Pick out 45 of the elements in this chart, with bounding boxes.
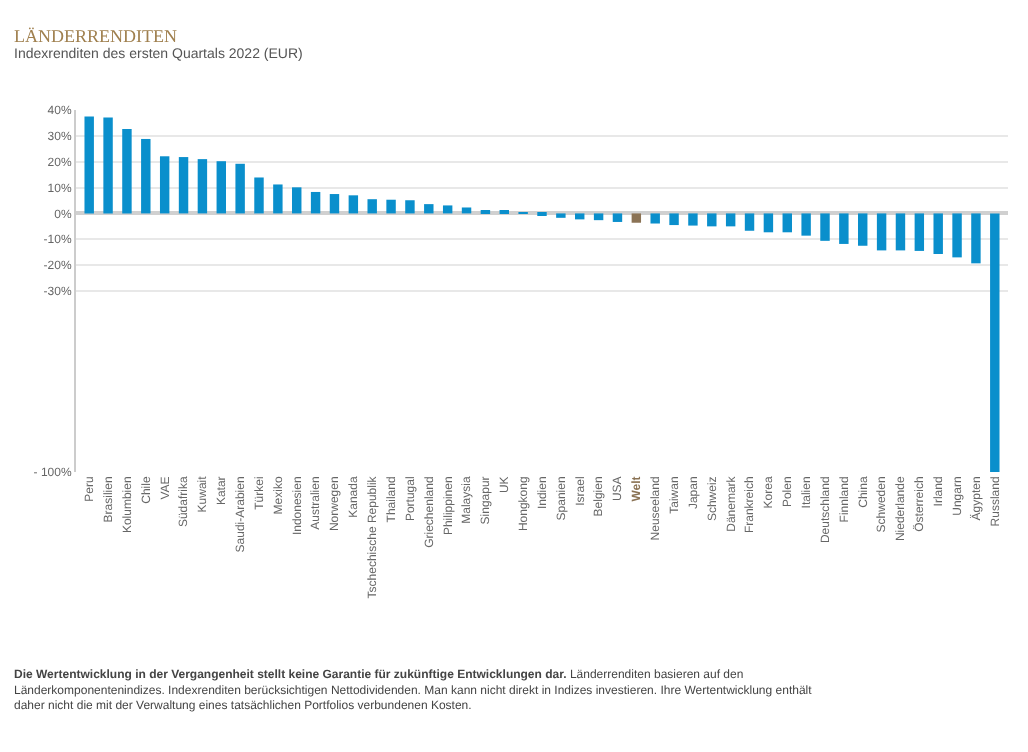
bar (763, 213, 774, 233)
bar (933, 213, 943, 255)
bar (839, 213, 849, 244)
bar (782, 213, 792, 233)
bar (461, 207, 472, 214)
bar (593, 213, 604, 221)
bar (122, 128, 132, 214)
bar (744, 213, 755, 231)
bar (254, 177, 264, 214)
bar (84, 116, 94, 214)
bar (103, 117, 113, 214)
bar (858, 213, 868, 246)
bar (348, 195, 359, 214)
bar (650, 213, 660, 224)
bar (612, 213, 623, 222)
bar (876, 213, 887, 251)
bar (310, 191, 321, 214)
bar (707, 213, 717, 227)
bar (631, 213, 642, 223)
bar (575, 213, 585, 220)
bar (273, 184, 283, 214)
bar (197, 159, 208, 214)
bar (405, 200, 415, 214)
bar (235, 163, 245, 214)
bar (669, 213, 679, 226)
bar (971, 213, 981, 264)
bar (688, 213, 698, 226)
bar (442, 205, 453, 214)
bar (178, 157, 189, 214)
bar (895, 213, 906, 251)
bar (820, 213, 830, 241)
bar (725, 213, 736, 227)
bar (141, 138, 151, 214)
bar (801, 213, 811, 236)
bar (159, 156, 170, 214)
bar (292, 187, 302, 214)
bar (329, 194, 340, 214)
bar (914, 213, 925, 251)
bar (367, 199, 377, 214)
bar (424, 204, 434, 214)
bar (952, 213, 962, 258)
bar (386, 199, 396, 214)
bar (216, 161, 226, 214)
chart-title: LÄNDERRENDITEN (14, 26, 178, 46)
bar (990, 213, 1000, 472)
